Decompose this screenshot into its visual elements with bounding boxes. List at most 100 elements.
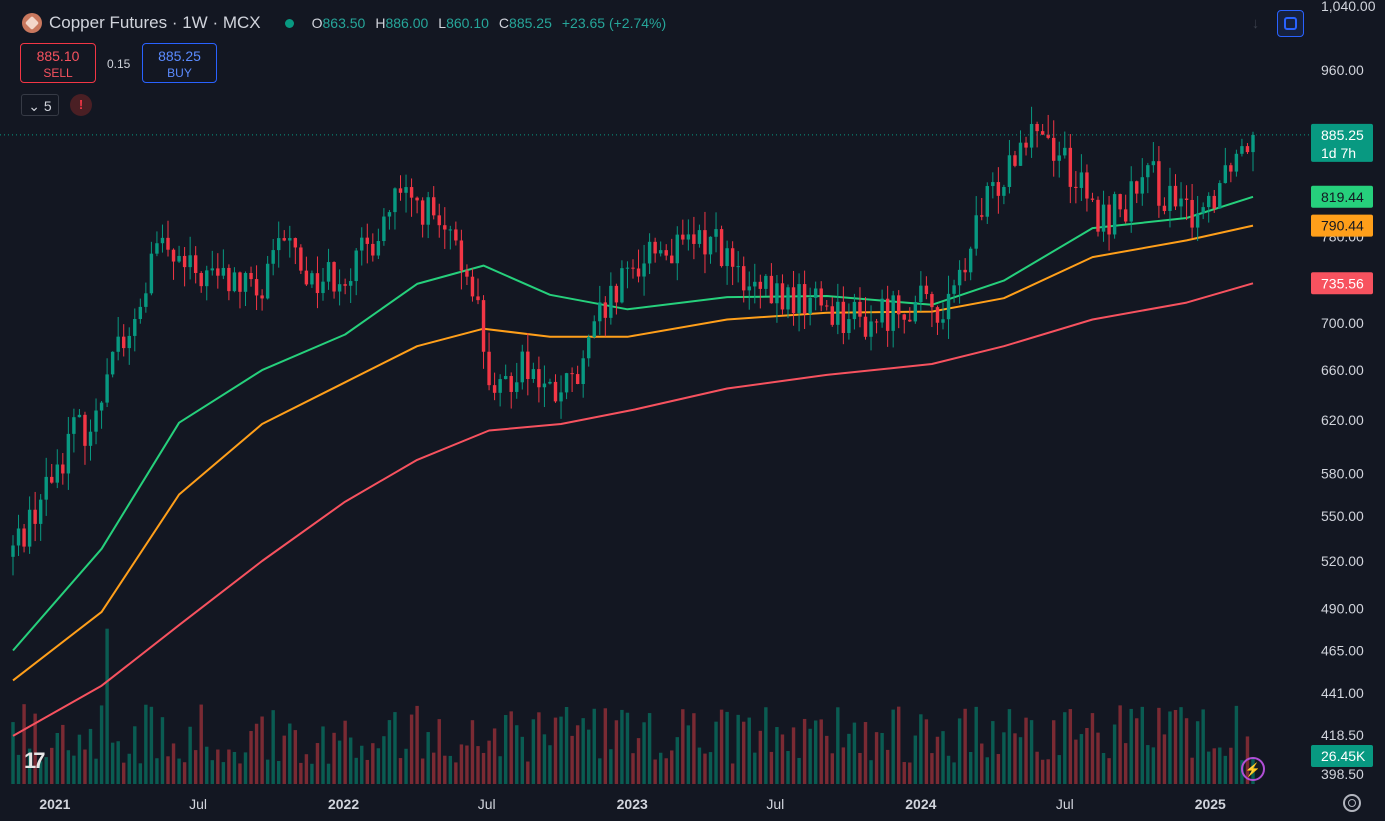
symbol-title[interactable]: Copper Futures · 1W · MCX <box>49 13 261 32</box>
volume-bar <box>1146 745 1150 784</box>
volume-bar <box>454 762 458 784</box>
last-price-tag-bg <box>1311 123 1373 162</box>
volume-bar <box>282 735 286 784</box>
candle-body <box>974 215 978 249</box>
candle-body <box>598 302 602 322</box>
arrow-down-icon[interactable]: ↓ <box>1251 15 1260 32</box>
candle-body <box>55 464 59 483</box>
volume-bar <box>880 732 884 784</box>
volume-bar <box>387 720 392 784</box>
bolt-icon[interactable]: ⚡ <box>1241 757 1265 781</box>
volume-bar <box>426 732 430 784</box>
volume-bar <box>420 758 425 784</box>
volume-bar <box>1212 748 1216 784</box>
candle-body <box>913 302 918 322</box>
candle-body <box>852 301 857 320</box>
candle-body <box>1057 155 1061 161</box>
volume-bar <box>33 713 37 784</box>
candle-body <box>415 197 419 201</box>
volume-bar <box>531 719 536 784</box>
candle-body <box>409 187 414 198</box>
volume-bar <box>985 757 989 784</box>
candle-body <box>66 433 71 474</box>
volume-bar <box>326 763 331 784</box>
volume-tag: 26.45K <box>1321 748 1366 764</box>
ohlc-close-key: C <box>498 15 510 31</box>
tradingview-logo-icon[interactable]: 17 <box>24 748 46 773</box>
candle-body <box>332 262 336 292</box>
ohlc-open-key: O <box>311 15 323 31</box>
volume-bar <box>1046 759 1050 784</box>
candle-body <box>631 267 635 269</box>
volume-bar <box>1234 705 1239 784</box>
volume-bar <box>825 735 829 784</box>
candle-body <box>1218 183 1222 209</box>
candle-body <box>620 268 624 303</box>
volume-bar <box>764 707 768 784</box>
volume-bar <box>836 707 840 784</box>
candle-body <box>44 476 48 500</box>
volume-bar <box>293 730 298 784</box>
volume-bar <box>924 719 929 784</box>
candle-body <box>166 237 170 250</box>
volume-bar <box>11 722 15 784</box>
candle-body <box>825 305 829 307</box>
volume-bar <box>360 745 364 784</box>
candle-body <box>487 351 491 386</box>
candle-body <box>127 335 131 349</box>
volume-bar <box>980 743 984 784</box>
candle-body <box>243 272 248 292</box>
candle-body <box>1162 205 1167 211</box>
volume-bar <box>714 721 718 784</box>
x-tick-label: Jul <box>189 796 207 812</box>
warning-icon[interactable]: ! <box>70 94 92 116</box>
candle-body <box>116 336 120 352</box>
candle-body <box>753 281 757 287</box>
price-axis[interactable]: 1,040.00960.00820.00780.00740.00700.0066… <box>1321 0 1376 782</box>
volume-bar <box>171 743 176 784</box>
buy-button[interactable]: 885.25 BUY <box>142 43 217 83</box>
candle-body <box>703 230 707 255</box>
volume-bar <box>487 740 491 784</box>
candle-body <box>77 414 82 418</box>
volume-bar <box>858 752 862 784</box>
volume-bar <box>725 711 729 784</box>
volume-bar <box>742 721 746 784</box>
volume-bar <box>72 755 76 784</box>
volume-bar <box>891 709 895 784</box>
volume-bar <box>1112 724 1117 784</box>
settings-gear-icon[interactable] <box>1343 794 1361 812</box>
volume-bar <box>675 737 679 784</box>
candle-body <box>725 248 729 267</box>
fullscreen-icon[interactable] <box>1277 10 1304 37</box>
volume-bar <box>166 756 170 784</box>
candle-body <box>1068 147 1073 187</box>
symbol-header[interactable]: Copper Futures · 1W · MCX O863.50 H886.0… <box>22 12 666 34</box>
candle-body <box>570 373 574 375</box>
candle-body <box>315 273 320 294</box>
volume-bar <box>376 748 381 784</box>
candle-body <box>1173 185 1178 207</box>
volume-bar <box>1223 755 1228 784</box>
volume-bar <box>476 746 480 784</box>
candle-body <box>1040 131 1045 135</box>
candle-body <box>404 187 408 193</box>
time-axis[interactable]: 2021 Jul 2022 Jul 2023 Jul 2024 Jul 2025 <box>39 796 1226 812</box>
candle-body <box>11 545 15 557</box>
candle-body <box>692 234 696 244</box>
indicators-toggle-button[interactable]: ⌄ 5 <box>21 94 59 116</box>
candle-body <box>38 499 43 524</box>
volume-bar <box>692 713 696 784</box>
price-axis-tags: 885.25 1d 7h 819.44 790.44 735.56 26.45K <box>1311 123 1373 767</box>
candle-body <box>642 263 646 277</box>
volume-bar <box>553 717 558 784</box>
volume-bar <box>1035 751 1039 784</box>
volume-bar <box>371 743 375 784</box>
candle-body <box>83 414 87 446</box>
volume-bar <box>664 758 668 784</box>
candle-body <box>171 249 176 262</box>
sell-button[interactable]: 885.10 SELL <box>20 43 96 83</box>
volume-bar <box>216 749 220 784</box>
last-price-tag-countdown: 1d 7h <box>1321 145 1356 161</box>
